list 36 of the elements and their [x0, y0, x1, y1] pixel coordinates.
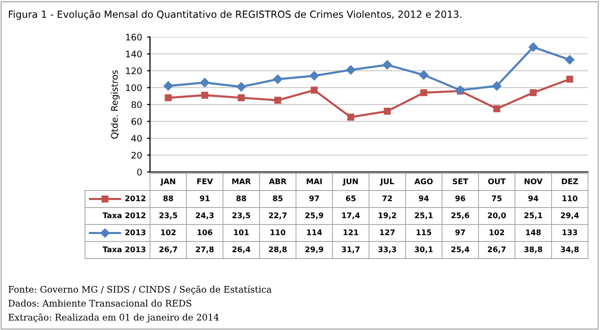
point: [492, 81, 502, 91]
y-tick-label: 0: [137, 168, 142, 176]
point: [273, 74, 282, 84]
point: [565, 55, 574, 64]
point: [274, 96, 282, 104]
y-tick-label: 160: [126, 34, 142, 41]
y-tick-label: 60: [132, 118, 142, 125]
chart-title: Figura 1 - Evolução Mensal do Quantitativo de REGISTROS de Crimes Violentos, 2012 e 2013.: [8, 10, 462, 20]
source-note: Fonte: Governo MG / SIDS / CINDS / Seção de Estatística: [8, 285, 272, 294]
y-tick-label: 100: [126, 84, 142, 92]
point: [530, 89, 537, 96]
point: [201, 92, 208, 99]
point: [347, 114, 354, 121]
point: [528, 42, 538, 52]
point: [238, 94, 245, 102]
point: [164, 81, 173, 91]
point: [566, 76, 574, 83]
point: [310, 71, 319, 80]
y-tick-label: 120: [126, 67, 142, 74]
y-tick-label: 20: [132, 152, 142, 159]
point: [420, 89, 428, 96]
point: [200, 78, 210, 88]
point: [236, 82, 246, 92]
text: Dados: Ambiente Transacional do REDS: [8, 300, 192, 307]
point: [346, 65, 356, 75]
text: Extração: Realizada em 01 de janeiro de 2014: [8, 313, 219, 323]
y-tick-label: 40: [131, 134, 142, 142]
y-tick-label: 80: [131, 101, 142, 108]
point: [384, 108, 391, 115]
point: [310, 86, 318, 94]
point: [419, 70, 428, 80]
y-tick-label: 140: [126, 50, 142, 58]
point: [382, 60, 392, 70]
point: [493, 105, 500, 112]
y-axis-title: Qtde. Registros: [110, 70, 120, 139]
point: [164, 94, 172, 102]
